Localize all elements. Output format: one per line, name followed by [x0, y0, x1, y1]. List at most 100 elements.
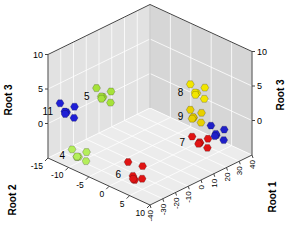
tick-label: -20 — [172, 197, 181, 209]
tick-label: 30 — [235, 166, 244, 175]
point — [200, 95, 208, 102]
walls — [48, 5, 252, 206]
tick-label: 0 — [99, 189, 104, 199]
cluster-label: 11 — [43, 106, 54, 117]
tick — [45, 123, 48, 124]
points — [56, 81, 228, 184]
axis-line — [252, 52, 253, 156]
grid-line — [150, 108, 252, 155]
point — [73, 153, 81, 160]
grid — [48, 5, 252, 206]
grid-line — [170, 14, 171, 118]
grid-line — [137, 11, 138, 115]
grid-line — [74, 146, 176, 193]
tick — [163, 199, 164, 202]
point — [61, 111, 69, 118]
tick-labels: 00551010-15-10-50510-40-30-20-1001020304… — [31, 47, 267, 222]
axis-title: Root 3 — [3, 84, 14, 116]
point — [107, 99, 115, 106]
tick-label: 0 — [38, 119, 43, 129]
grid-line — [150, 74, 252, 121]
point — [82, 158, 90, 165]
point — [186, 81, 194, 88]
cluster-label: 6 — [116, 169, 122, 180]
tick-label: 0 — [197, 184, 206, 189]
point — [203, 144, 211, 151]
point — [98, 95, 106, 102]
point — [197, 119, 205, 126]
cluster-label: 4 — [59, 150, 65, 161]
grid-line — [48, 5, 150, 55]
tick — [188, 186, 189, 189]
point — [124, 159, 132, 166]
tick — [45, 158, 48, 161]
point — [70, 114, 78, 121]
grid-line — [111, 23, 112, 127]
tick — [214, 174, 215, 177]
tick-label: 20 — [223, 172, 232, 181]
point — [220, 137, 228, 144]
point — [186, 106, 194, 113]
cluster-label: 7 — [180, 137, 186, 148]
grid-line — [61, 152, 163, 199]
point — [139, 163, 147, 170]
floor — [48, 108, 252, 205]
axis-line — [48, 5, 150, 55]
grid-line — [48, 158, 150, 205]
grid-line — [125, 121, 227, 168]
tick-label: 5 — [257, 81, 262, 91]
point — [71, 103, 79, 110]
axis-titles: Root 3Root 3Root 2Root 1 — [3, 79, 286, 216]
point — [56, 100, 64, 107]
tick-label: 10 — [210, 178, 219, 187]
tick-label: 0 — [257, 116, 262, 126]
grid-line — [68, 117, 170, 167]
grid-line — [124, 17, 125, 121]
tick — [252, 51, 255, 52]
grid-line — [150, 39, 252, 86]
point — [107, 88, 115, 95]
grid-line — [86, 139, 188, 186]
tick-label: 40 — [248, 159, 257, 168]
grid-line — [211, 33, 212, 137]
tick — [150, 205, 151, 208]
cluster-label: 5 — [84, 91, 90, 102]
point — [198, 109, 206, 116]
cluster-labels: 11 5 8 9 7 4 6 — [43, 87, 186, 180]
axis-line — [48, 158, 150, 205]
point — [83, 149, 91, 156]
grid-line — [48, 74, 150, 124]
tick — [176, 193, 177, 196]
grid-line — [99, 30, 100, 134]
cluster-label: 8 — [178, 87, 184, 98]
point — [138, 175, 146, 182]
tick-label: 5 — [120, 199, 125, 209]
tick — [201, 180, 202, 183]
grid-line — [73, 42, 74, 146]
tick-label: -10 — [184, 191, 193, 203]
frame — [48, 5, 252, 206]
axis-line — [150, 5, 151, 109]
point — [201, 84, 209, 91]
axis-title: Root 3 — [275, 79, 286, 111]
tick — [147, 205, 150, 208]
point — [195, 140, 203, 147]
point — [204, 135, 212, 142]
axis-title: Root 2 — [7, 184, 18, 216]
tick-label: 5 — [38, 84, 43, 94]
tick — [239, 161, 240, 164]
point — [68, 146, 76, 153]
grid-line — [109, 136, 211, 186]
grid-line — [231, 42, 232, 146]
tick-label: -40 — [146, 209, 155, 221]
grid-line — [86, 36, 87, 140]
cluster-label: 9 — [178, 111, 184, 122]
point — [188, 115, 196, 122]
grid-line — [99, 133, 201, 180]
grid-line — [137, 114, 239, 161]
axis-line — [150, 155, 252, 205]
tick — [252, 120, 255, 121]
tick — [86, 177, 89, 180]
tick — [45, 54, 48, 55]
tick — [252, 155, 253, 158]
